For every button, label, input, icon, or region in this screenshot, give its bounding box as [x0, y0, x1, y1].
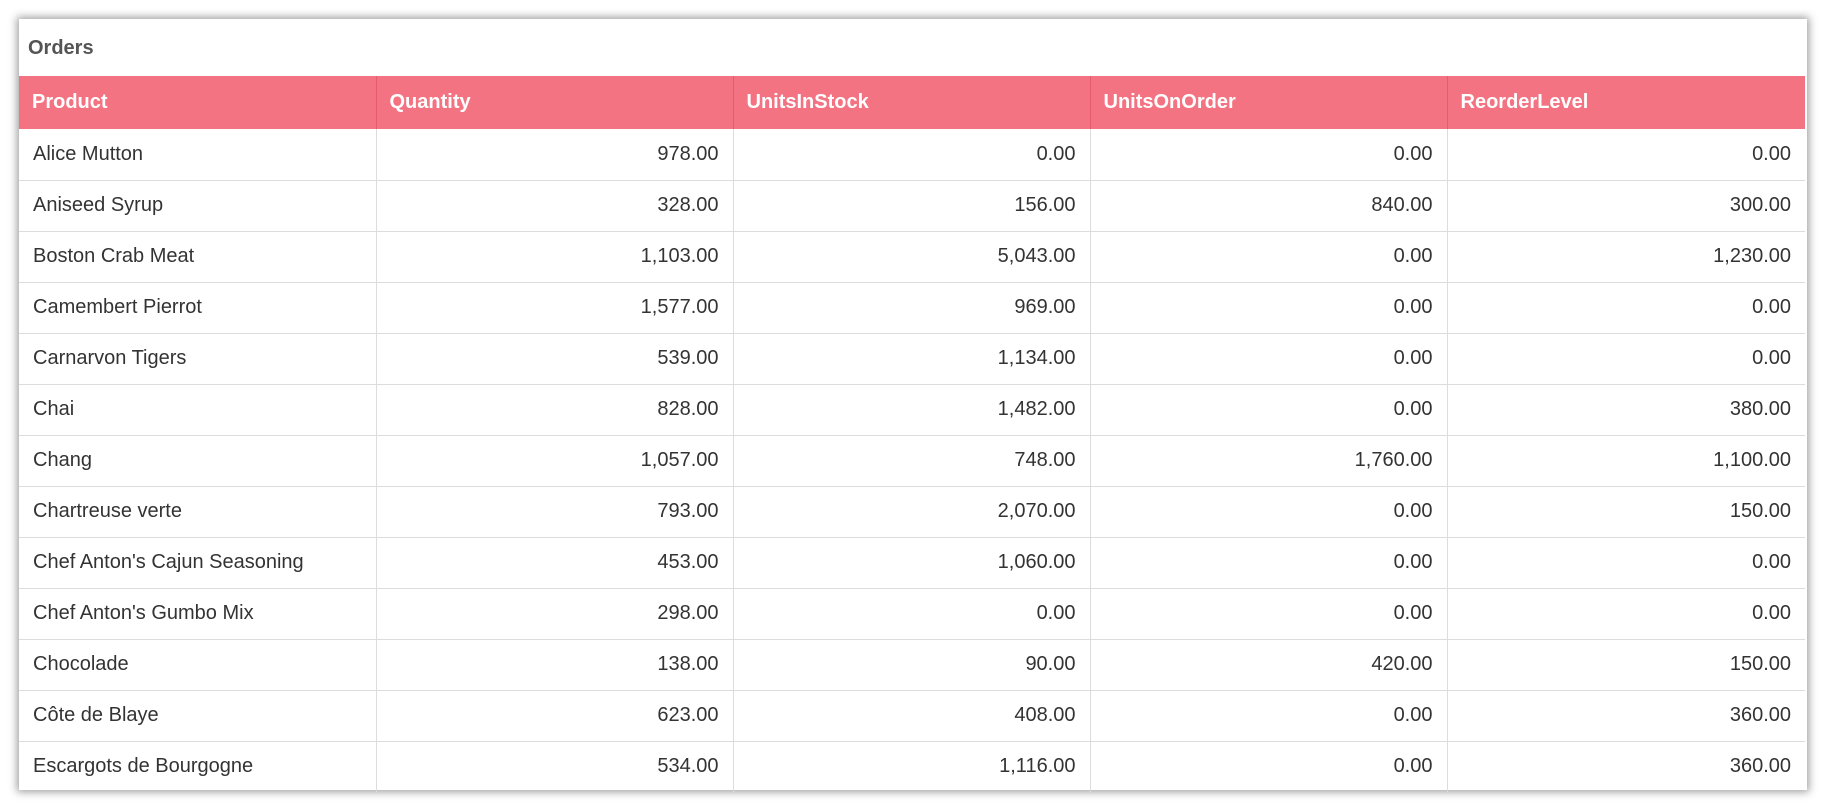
cell-quantity[interactable]: 1,057.00	[376, 435, 734, 487]
cell-reorder-level[interactable]: 300.00	[1447, 180, 1805, 232]
table-row[interactable]: Chartreuse verte 793.00 2,070.00 0.00 150.00	[19, 486, 1805, 538]
cell-units-on-order[interactable]: 840.00	[1090, 180, 1448, 232]
cell-reorder-level[interactable]: 360.00	[1447, 690, 1805, 742]
orders-panel: Orders Product Quantity UnitsInStock UnitsO…	[19, 19, 1807, 792]
cell-units-on-order[interactable]: 420.00	[1090, 639, 1448, 691]
cell-units-in-stock[interactable]: 1,134.00	[733, 333, 1091, 385]
cell-quantity[interactable]: 828.00	[376, 384, 734, 436]
cell-reorder-level[interactable]: 0.00	[1447, 333, 1805, 385]
cell-product[interactable]: Chef Anton's Cajun Seasoning	[19, 537, 377, 589]
table-row[interactable]: Camembert Pierrot 1,577.00 969.00 0.00 0.00	[19, 282, 1805, 334]
cell-units-in-stock[interactable]: 0.00	[733, 129, 1091, 181]
cell-units-on-order[interactable]: 0.00	[1090, 384, 1448, 436]
table-row[interactable]: Alice Mutton 978.00 0.00 0.00 0.00	[19, 129, 1805, 181]
cell-units-in-stock[interactable]: 156.00	[733, 180, 1091, 232]
panel-title: Orders	[28, 37, 94, 59]
cell-units-on-order[interactable]: 0.00	[1090, 486, 1448, 538]
cell-units-in-stock[interactable]: 2,070.00	[733, 486, 1091, 538]
cell-product[interactable]: Chartreuse verte	[19, 486, 377, 538]
cell-quantity[interactable]: 298.00	[376, 588, 734, 640]
orders-grid: Product Quantity UnitsInStock UnitsOnOrder R…	[19, 76, 1805, 792]
cell-units-on-order[interactable]: 0.00	[1090, 690, 1448, 742]
table-row[interactable]: Aniseed Syrup 328.00 156.00 840.00 300.00	[19, 180, 1805, 232]
cell-units-in-stock[interactable]: 5,043.00	[733, 231, 1091, 283]
cell-units-in-stock[interactable]: 969.00	[733, 282, 1091, 334]
table-row[interactable]: Chef Anton's Gumbo Mix 298.00 0.00 0.00 0.00	[19, 588, 1805, 640]
cell-reorder-level[interactable]: 150.00	[1447, 639, 1805, 691]
cell-quantity[interactable]: 534.00	[376, 741, 734, 792]
table-row[interactable]: Carnarvon Tigers 539.00 1,134.00 0.00 0.00	[19, 333, 1805, 385]
cell-units-on-order[interactable]: 0.00	[1090, 588, 1448, 640]
column-header-quantity[interactable]: Quantity	[376, 76, 734, 129]
cell-product[interactable]: Chef Anton's Gumbo Mix	[19, 588, 377, 640]
table-row[interactable]: Côte de Blaye 623.00 408.00 0.00 360.00	[19, 690, 1805, 742]
cell-units-in-stock[interactable]: 408.00	[733, 690, 1091, 742]
table-row[interactable]: Chang 1,057.00 748.00 1,760.00 1,100.00	[19, 435, 1805, 487]
cell-reorder-level[interactable]: 0.00	[1447, 588, 1805, 640]
cell-reorder-level[interactable]: 1,230.00	[1447, 231, 1805, 283]
cell-quantity[interactable]: 623.00	[376, 690, 734, 742]
cell-units-in-stock[interactable]: 1,060.00	[733, 537, 1091, 589]
cell-reorder-level[interactable]: 1,100.00	[1447, 435, 1805, 487]
column-header-units-in-stock[interactable]: UnitsInStock	[733, 76, 1091, 129]
cell-quantity[interactable]: 138.00	[376, 639, 734, 691]
cell-product[interactable]: Alice Mutton	[19, 129, 377, 181]
cell-product[interactable]: Chang	[19, 435, 377, 487]
cell-quantity[interactable]: 328.00	[376, 180, 734, 232]
cell-product[interactable]: Chocolade	[19, 639, 377, 691]
cell-units-in-stock[interactable]: 0.00	[733, 588, 1091, 640]
column-header-product[interactable]: Product	[19, 76, 377, 129]
column-header-reorder-level[interactable]: ReorderLevel	[1447, 76, 1805, 129]
cell-reorder-level[interactable]: 0.00	[1447, 537, 1805, 589]
cell-reorder-level[interactable]: 360.00	[1729, 755, 1791, 778]
cell-product[interactable]: Boston Crab Meat	[19, 231, 377, 283]
table-row[interactable]: Chocolade 138.00 90.00 420.00 150.00	[19, 639, 1805, 691]
column-header-units-on-order[interactable]: UnitsOnOrder	[1090, 76, 1448, 129]
grid-body: Alice Mutton 978.00 0.00 0.00 0.00 Aniseed Sy…	[19, 129, 1805, 792]
cell-units-on-order[interactable]: 0.00	[1090, 333, 1448, 385]
cell-units-on-order[interactable]: 0.00	[1090, 129, 1448, 181]
cell-product[interactable]: Chai	[19, 384, 377, 436]
cell-reorder-level[interactable]: 0.00	[1447, 282, 1805, 334]
cell-product[interactable]: Camembert Pierrot	[19, 282, 377, 334]
cell-units-on-order[interactable]: 1,760.00	[1090, 435, 1448, 487]
cell-quantity[interactable]: 978.00	[376, 129, 734, 181]
grid-header: Product Quantity UnitsInStock UnitsOnOrder R…	[19, 76, 1805, 129]
cell-reorder-level[interactable]: 380.00	[1447, 384, 1805, 436]
cell-units-in-stock[interactable]: 90.00	[733, 639, 1091, 691]
cell-quantity[interactable]: 1,577.00	[376, 282, 734, 334]
table-row[interactable]: Chai 828.00 1,482.00 0.00 380.00	[19, 384, 1805, 436]
cell-product[interactable]: Côte de Blaye	[19, 690, 377, 742]
cell-units-on-order[interactable]: 0.00	[1090, 537, 1448, 589]
cell-units-in-stock[interactable]: 1,116.00	[733, 741, 1091, 792]
cell-quantity[interactable]: 539.00	[376, 333, 734, 385]
cell-units-in-stock[interactable]: 1,482.00	[733, 384, 1091, 436]
cell-units-on-order[interactable]: 0.00	[1090, 741, 1448, 792]
cell-units-on-order[interactable]: 0.00	[1090, 231, 1448, 283]
cell-reorder-level[interactable]: 0.00	[1447, 129, 1805, 181]
cell-quantity[interactable]: 1,103.00	[376, 231, 734, 283]
cell-product[interactable]: Carnarvon Tigers	[19, 333, 377, 385]
cell-units-in-stock[interactable]: 748.00	[733, 435, 1091, 487]
cell-reorder-level[interactable]: 150.00	[1447, 486, 1805, 538]
cell-quantity[interactable]: 793.00	[376, 486, 734, 538]
cell-product[interactable]: Aniseed Syrup	[19, 180, 377, 232]
header-row: Product Quantity UnitsInStock UnitsOnOrder R…	[19, 76, 1805, 129]
cell-product[interactable]: Escargots de Bourgogne	[19, 741, 377, 792]
cell-quantity[interactable]: 453.00	[376, 537, 734, 589]
cell-units-on-order[interactable]: 0.00	[1090, 282, 1448, 334]
table-row[interactable]: Chef Anton's Cajun Seasoning 453.00 1,060.…	[19, 537, 1805, 589]
table-row[interactable]: Escargots de Bourgogne 534.00 1,116.00 0.00…	[19, 741, 1805, 792]
table-row[interactable]: Boston Crab Meat 1,103.00 5,043.00 0.00 1,23…	[19, 231, 1805, 283]
